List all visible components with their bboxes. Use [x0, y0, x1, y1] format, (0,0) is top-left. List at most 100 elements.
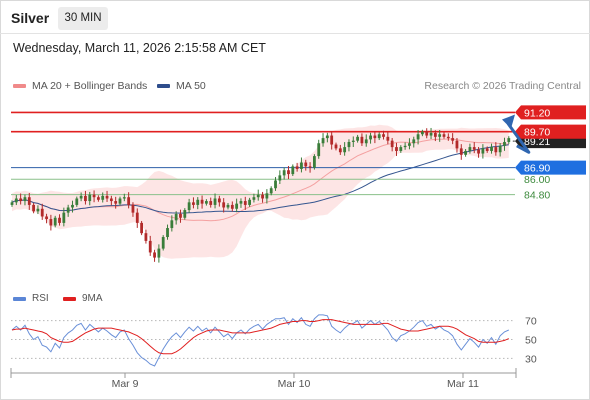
- candle-body: [174, 213, 178, 221]
- candle-body: [217, 198, 221, 203]
- candle-body: [135, 212, 139, 223]
- candle-body: [179, 213, 182, 218]
- candle-body: [347, 141, 351, 148]
- candle-body: [494, 147, 498, 153]
- candle-body: [84, 195, 87, 202]
- rsi-tick-1: 50: [525, 335, 537, 347]
- candle-body: [10, 202, 14, 205]
- rsi-tick-0: 70: [525, 316, 537, 328]
- candle-body: [205, 201, 208, 204]
- candle-body: [114, 201, 118, 204]
- forecast-arrow-head: [502, 114, 515, 129]
- candle-body: [338, 148, 342, 153]
- candle-body: [239, 201, 243, 204]
- candle-body: [88, 194, 92, 202]
- candle-body: [19, 198, 23, 202]
- rsi-9ma-line: [11, 319, 509, 355]
- candles: [10, 127, 511, 263]
- candle-body: [157, 248, 161, 258]
- candle-body: [58, 217, 61, 223]
- legend-rsi-label: RSI: [32, 293, 49, 304]
- candle-body: [287, 170, 290, 175]
- legend-9ma-label: 9MA: [82, 293, 103, 304]
- candle-body: [412, 139, 416, 144]
- candle-body: [416, 134, 420, 140]
- candle-body: [421, 131, 424, 135]
- candle-body: [481, 148, 485, 154]
- candle-body: [196, 199, 200, 205]
- candle-body: [71, 204, 74, 208]
- forecast-arrow: [506, 122, 531, 154]
- candle-body: [213, 198, 217, 205]
- candle-body: [49, 219, 53, 226]
- level-label-0: 91.20: [524, 107, 550, 119]
- candle-body: [118, 198, 122, 204]
- candle-body: [485, 148, 489, 151]
- candle-body: [382, 134, 385, 137]
- candle-body: [62, 212, 66, 223]
- candle-body: [261, 194, 264, 199]
- candle-body: [360, 136, 364, 144]
- level-label-4: 84.80: [524, 190, 550, 202]
- candle-body: [295, 166, 299, 169]
- candle-body: [97, 197, 100, 200]
- candle-body: [153, 252, 156, 258]
- candle-body: [170, 220, 174, 229]
- candle-body: [390, 140, 394, 148]
- candle-body: [92, 194, 96, 198]
- candle-body: [291, 166, 295, 175]
- candle-body: [498, 145, 502, 153]
- bollinger-band: [12, 124, 509, 259]
- candle-body: [122, 197, 126, 199]
- candle-body: [101, 195, 105, 200]
- candle-body: [45, 216, 48, 220]
- candle-body: [230, 204, 234, 209]
- legend-rsi-swatch: [13, 296, 26, 301]
- candle-body: [235, 203, 239, 209]
- candle-body: [278, 175, 282, 181]
- candle-body: [399, 147, 403, 151]
- candle-body: [105, 195, 109, 199]
- candle-body: [36, 208, 40, 212]
- candle-body: [140, 222, 143, 234]
- candle-body: [308, 166, 312, 168]
- legend-ma50-label: MA 50: [176, 80, 206, 92]
- legend-ma50-swatch: [157, 84, 170, 88]
- instrument-title: Silver: [11, 10, 50, 26]
- candle-body: [377, 134, 381, 139]
- candle-body: [369, 135, 372, 140]
- candle-body: [66, 207, 70, 213]
- candle-body: [222, 202, 226, 208]
- candle-body: [433, 132, 437, 137]
- x-tick-label-0: Mar 9: [112, 378, 139, 390]
- candle-body: [507, 138, 511, 142]
- x-tick-label-2: Mar 11: [447, 378, 479, 390]
- legend-rsi: RSI: [13, 293, 49, 304]
- candle-body: [265, 193, 269, 199]
- legend-ma20: MA 20 + Bollinger Bands: [13, 80, 147, 92]
- candle-body: [459, 148, 463, 155]
- candle-body: [425, 131, 429, 136]
- candle-body: [403, 145, 407, 148]
- candle-body: [252, 197, 256, 200]
- legend-9ma: 9MA: [63, 293, 103, 304]
- candle-body: [27, 197, 31, 205]
- level-tag-1-top: [515, 124, 586, 139]
- candle-body: [144, 233, 148, 241]
- candle-body: [256, 194, 260, 198]
- candle-body: [356, 136, 359, 141]
- candle-body: [187, 202, 191, 211]
- candle-body: [490, 147, 493, 151]
- candle-body: [321, 138, 325, 144]
- candle-body: [351, 140, 355, 142]
- header-divider: [0, 33, 590, 34]
- candle-body: [183, 210, 187, 218]
- candle-body: [468, 147, 472, 151]
- candle-body: [127, 197, 131, 205]
- timestamp: Wednesday, March 11, 2026 2:15:58 AM CET: [13, 41, 266, 55]
- candle-body: [75, 198, 79, 205]
- timeframe-badge[interactable]: 30 MIN: [58, 7, 108, 30]
- legend-ma20-label: MA 20 + Bollinger Bands: [32, 80, 148, 92]
- candle-body: [200, 199, 204, 204]
